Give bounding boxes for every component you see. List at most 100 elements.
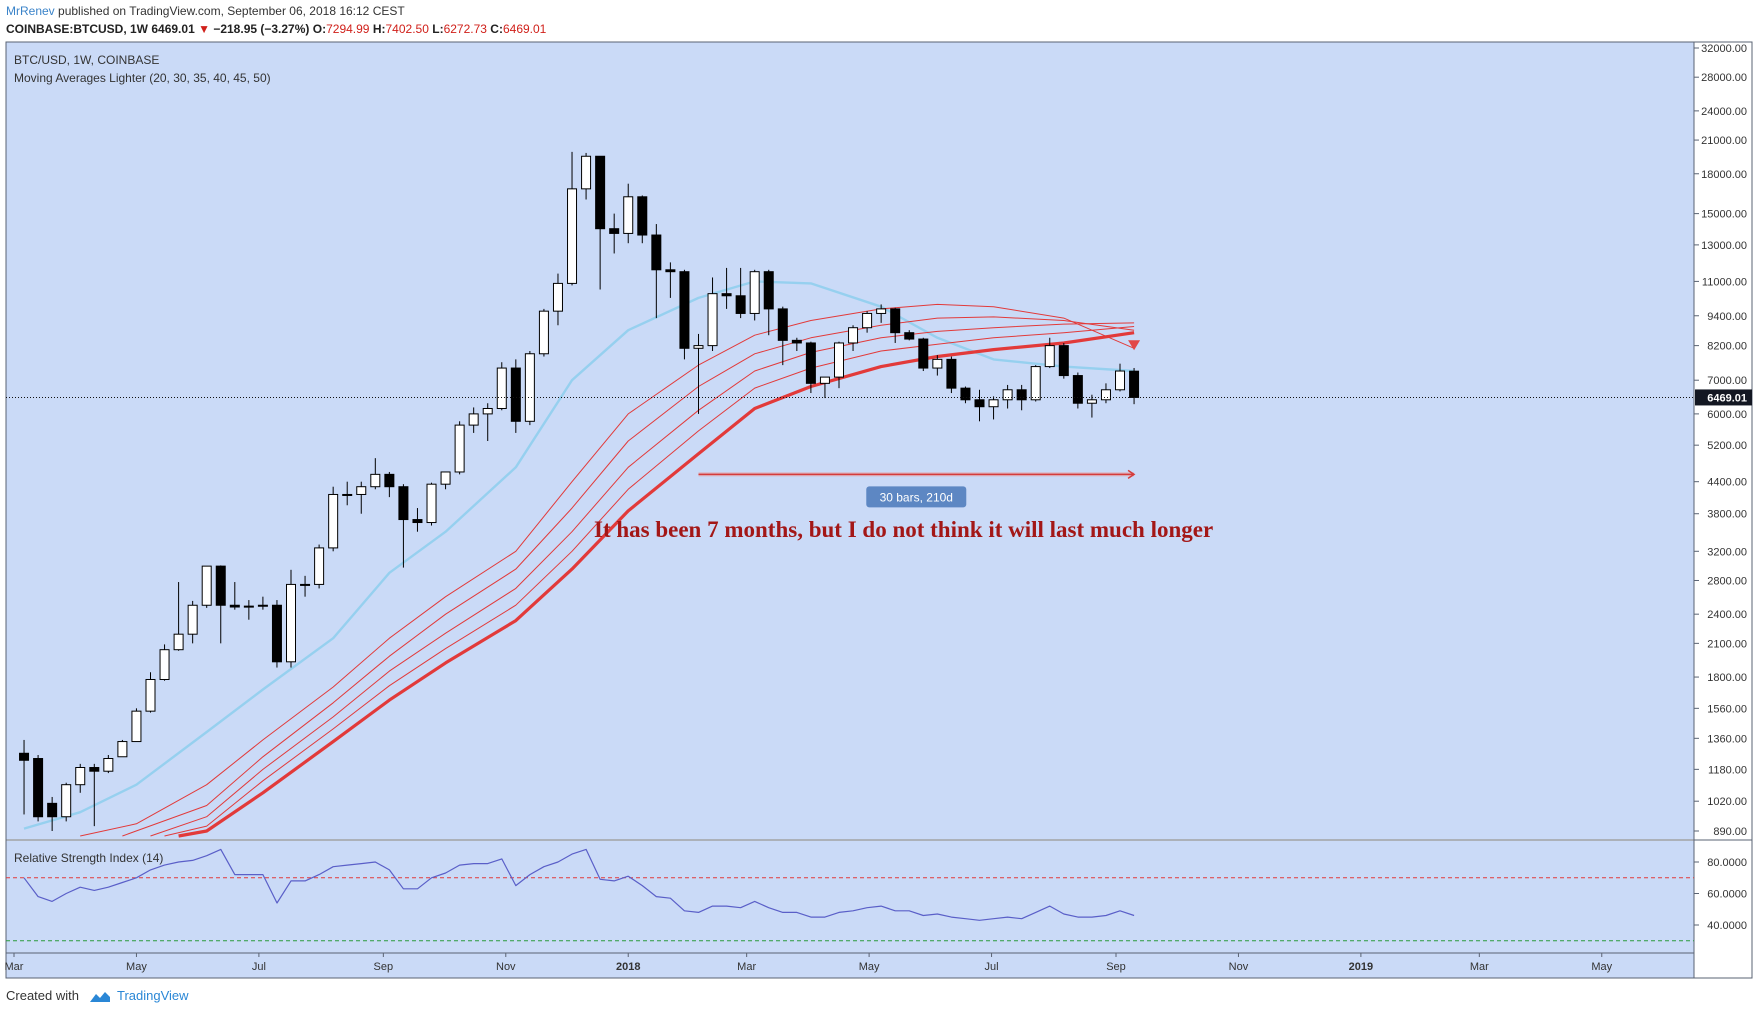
- price-tick-label: 2800.00: [1707, 575, 1747, 587]
- candle: [33, 755, 44, 822]
- candle: [974, 389, 985, 422]
- author-link[interactable]: MrRenev: [6, 4, 55, 18]
- price-tick-label: 1360.00: [1707, 733, 1747, 745]
- time-tick-label: May: [859, 961, 880, 973]
- rsi-line: [23, 848, 1135, 921]
- candle: [1030, 365, 1041, 402]
- candle: [412, 508, 423, 532]
- price-tick-label: 2400.00: [1707, 609, 1747, 621]
- time-tick-label: Mar: [5, 961, 24, 973]
- candle: [946, 356, 957, 394]
- date-range-arrow-icon: [1127, 469, 1136, 479]
- candle: [665, 262, 676, 298]
- last-price-tag: [1695, 389, 1752, 406]
- price-tick-label: 3200.00: [1707, 546, 1747, 558]
- candle: [243, 600, 254, 620]
- candle: [117, 739, 128, 758]
- candle: [876, 304, 887, 323]
- candle: [356, 481, 367, 514]
- candle: [777, 306, 788, 366]
- candle: [1002, 384, 1013, 409]
- ma-40-line: [150, 322, 1135, 837]
- price-tick-label: 1020.00: [1707, 796, 1747, 808]
- candle: [1058, 342, 1069, 379]
- rsi-legend: Relative Strength Index (14): [14, 851, 163, 865]
- candle: [988, 396, 999, 420]
- ma-45-line: [164, 326, 1135, 837]
- price-tick-label: 21000.00: [1701, 135, 1747, 147]
- close-value: 6469.01: [502, 22, 547, 36]
- candle: [468, 407, 479, 433]
- indicator-legend: Moving Averages Lighter (20, 30, 35, 40,…: [14, 71, 271, 85]
- candle: [496, 362, 507, 411]
- open-label: O:: [312, 22, 327, 36]
- price-tick-label: 18000.00: [1701, 169, 1747, 181]
- candle: [623, 183, 634, 244]
- price-tick-label: 4400.00: [1707, 477, 1747, 489]
- annotation-comment: It has been 7 months, but I do not think…: [594, 517, 1213, 542]
- time-tick-label: Mar: [1470, 961, 1489, 973]
- candle: [833, 341, 844, 389]
- open-value: 7294.99: [326, 22, 370, 36]
- candle: [524, 351, 535, 426]
- candle: [257, 596, 268, 610]
- rsi-tick-label: 80.0000: [1707, 857, 1747, 869]
- date-range-badge-label: 30 bars, 210d: [880, 490, 953, 504]
- price-tick-label: 28000.00: [1701, 72, 1747, 84]
- candle: [552, 273, 563, 326]
- price-tick-label: 24000.00: [1701, 106, 1747, 118]
- candle: [960, 386, 971, 404]
- symbol-text: COINBASE:BTCUSD, 1W: [6, 22, 149, 36]
- candle: [131, 708, 142, 743]
- time-tick-label: Sep: [374, 961, 394, 973]
- candle: [890, 307, 901, 343]
- time-tick-label: 2018: [616, 961, 640, 973]
- candle: [19, 739, 30, 815]
- candle: [805, 341, 816, 394]
- time-tick-label: May: [126, 961, 147, 973]
- last-price: 6469.01: [151, 22, 195, 36]
- candle: [749, 269, 760, 321]
- time-tick-label: May: [1591, 961, 1612, 973]
- candle: [819, 376, 830, 399]
- tradingview-brand-link[interactable]: TradingView: [117, 988, 189, 1003]
- candle: [595, 155, 606, 290]
- candle: [538, 308, 549, 357]
- candle: [271, 600, 282, 668]
- candle: [215, 565, 226, 644]
- rsi-pane-background: [6, 841, 1694, 953]
- candle: [314, 544, 325, 589]
- price-tick-label: 890.00: [1713, 826, 1747, 838]
- price-tick-label: 8200.00: [1707, 341, 1747, 353]
- down-triangle-icon: [1128, 340, 1141, 351]
- time-tick-label: Jul: [985, 961, 999, 973]
- candle: [103, 755, 114, 774]
- price-axis-background: [1694, 42, 1752, 978]
- published-text: published on TradingView.com, September …: [58, 4, 405, 18]
- time-tick-label: Mar: [737, 961, 756, 973]
- high-value: 7402.50: [385, 22, 429, 36]
- candle: [848, 325, 859, 352]
- price-tick-label: 5200.00: [1707, 440, 1747, 452]
- tradingview-logo-icon: [89, 991, 110, 1002]
- candle: [693, 333, 704, 414]
- time-tick-label: Sep: [1106, 961, 1126, 973]
- time-tick-label: 2019: [1349, 961, 1373, 973]
- candle: [159, 644, 170, 681]
- candle: [1100, 383, 1111, 404]
- candle: [904, 330, 915, 341]
- low-value: 6272.73: [443, 22, 487, 36]
- rsi-tick-label: 60.0000: [1707, 889, 1747, 901]
- candle: [1072, 372, 1083, 409]
- candle: [1044, 337, 1055, 369]
- high-label: H:: [372, 22, 386, 36]
- candle: [735, 267, 746, 319]
- candle: [145, 672, 156, 713]
- chart-frame: [5, 41, 1753, 979]
- candle: [61, 782, 72, 822]
- price-tick-label: 7000.00: [1707, 375, 1747, 387]
- price-tick-label: 1560.00: [1707, 703, 1747, 715]
- candle: [328, 486, 339, 552]
- candle: [426, 482, 437, 526]
